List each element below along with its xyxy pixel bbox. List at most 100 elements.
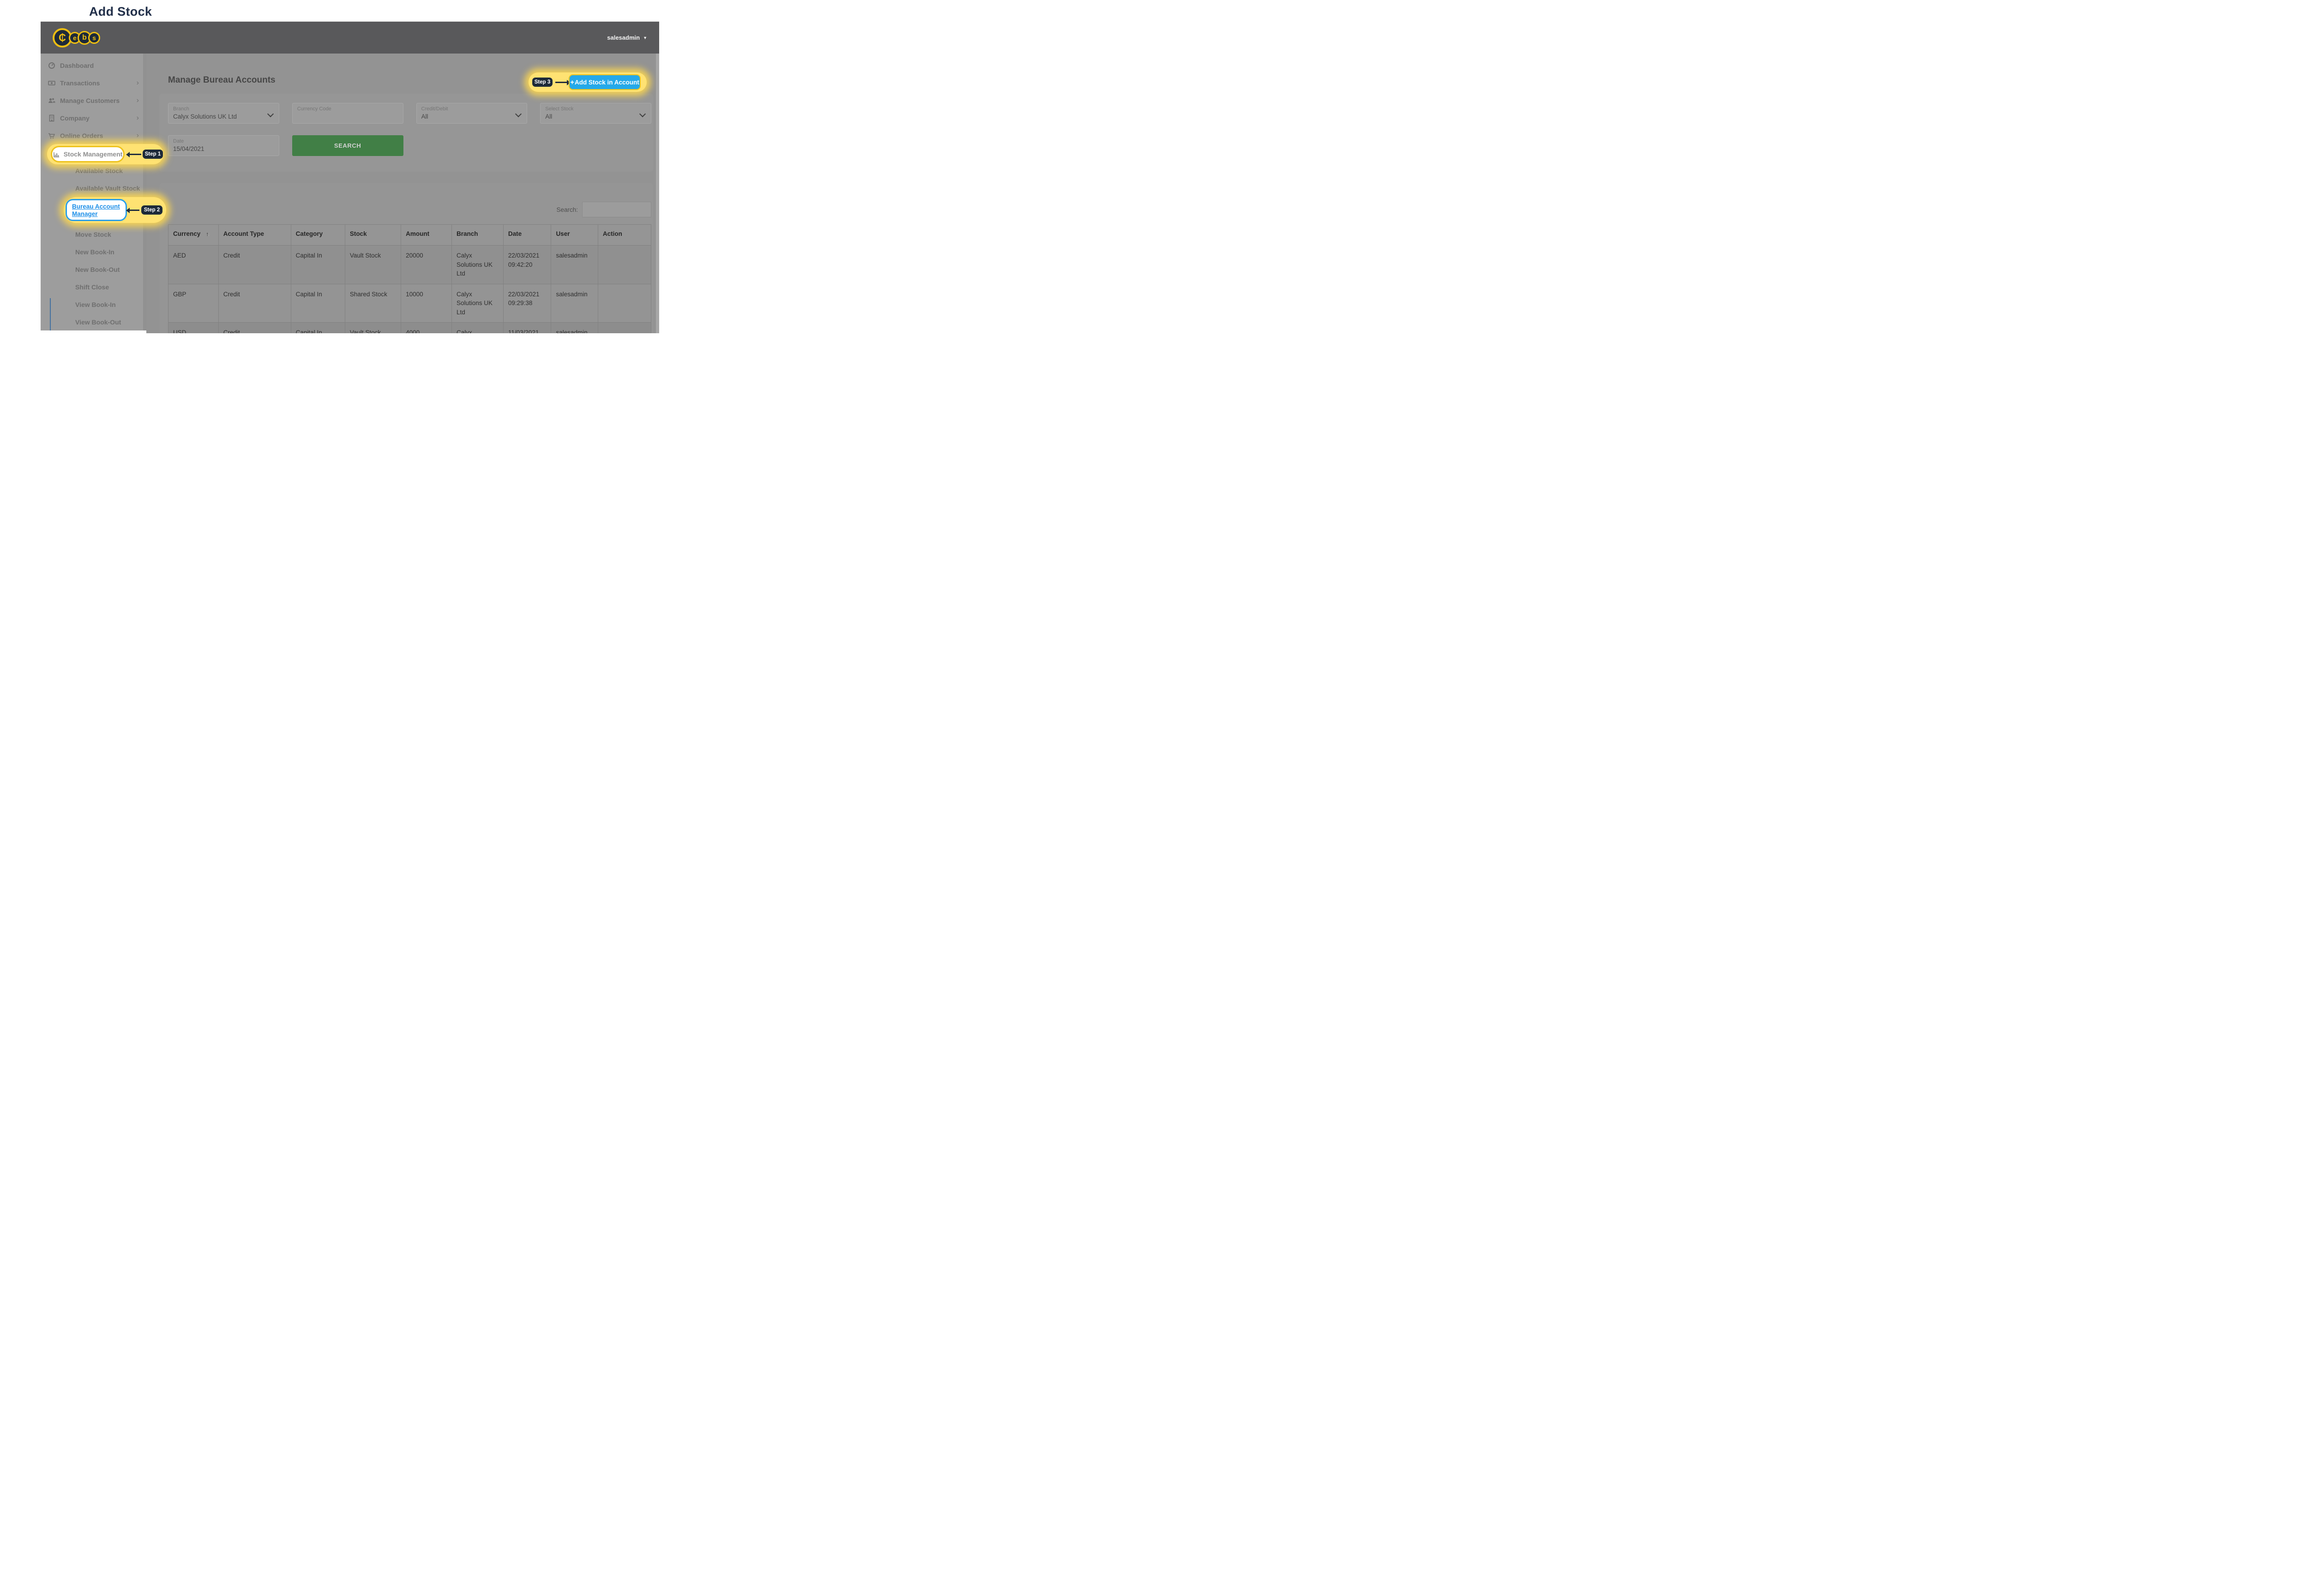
accounts-table: Currency ↑↓ Account Type Category Stock Amoun… bbox=[168, 224, 652, 333]
sidebar-subitem-move-stock[interactable]: Move Stock bbox=[75, 231, 111, 238]
app-header: ₵ e b s salesadmin ▼ bbox=[41, 22, 659, 54]
table-cell: 20000 bbox=[401, 245, 452, 284]
dashboard-icon bbox=[48, 62, 55, 69]
arrow-left-icon bbox=[126, 208, 139, 213]
table-row: GBP Credit Capital In Shared Stock 10000 Caly… bbox=[168, 283, 652, 323]
user-menu[interactable]: salesadmin ▼ bbox=[607, 34, 647, 41]
table-cell: Credit bbox=[218, 322, 291, 333]
step1-highlight: Stock Management Step 1 bbox=[47, 144, 163, 164]
chevron-right-icon: › bbox=[136, 96, 139, 104]
field-label: Select Stock bbox=[545, 106, 574, 112]
sidebar-item-online-orders[interactable]: Online Orders › bbox=[41, 127, 146, 144]
table-search-input[interactable] bbox=[582, 202, 651, 217]
logo-glyph: s bbox=[88, 31, 100, 44]
sidebar-item-manage-customers[interactable]: Manage Customers › bbox=[41, 92, 146, 109]
table-cell: Credit bbox=[218, 283, 291, 323]
page-scrollbar[interactable] bbox=[656, 54, 659, 333]
orders-icon bbox=[48, 132, 55, 139]
chevron-right-icon: › bbox=[136, 114, 139, 122]
sidebar-item-label: Online Orders bbox=[60, 132, 103, 139]
page-heading: Manage Bureau Accounts bbox=[168, 75, 276, 85]
active-item-indicator bbox=[50, 298, 51, 330]
table-cell: 4000 bbox=[401, 322, 452, 333]
table-cell: Capital In bbox=[290, 283, 345, 323]
sidebar-item-label: Manage Customers bbox=[60, 97, 120, 104]
caret-down-icon: ▼ bbox=[643, 35, 647, 40]
chevron-right-icon: › bbox=[136, 132, 139, 139]
field-label: Branch bbox=[173, 106, 189, 112]
step2-badge: Step 2 bbox=[141, 205, 162, 215]
sidebar-subitem-available-stock[interactable]: Available Stock bbox=[75, 167, 123, 174]
select-stock-field[interactable]: Select Stock All bbox=[540, 103, 651, 124]
sidebar-scrollbar[interactable] bbox=[143, 54, 146, 330]
branch-field[interactable]: Branch Calyx Solutions UK Ltd bbox=[168, 103, 279, 124]
sidebar-item-company[interactable]: Company › bbox=[41, 109, 146, 127]
search-button[interactable]: SEARCH bbox=[292, 135, 403, 156]
sidebar-item-stock-management-highlighted[interactable]: Stock Management bbox=[51, 146, 125, 162]
sidebar-subitem-view-book-in[interactable]: View Book-In bbox=[75, 301, 116, 308]
table-cell: Credit bbox=[218, 245, 291, 284]
table-cell: 22/03/2021 09:42:20 bbox=[503, 245, 552, 284]
table-cell: AED bbox=[168, 245, 219, 284]
table-cell: Calyx Solutions UK Ltd bbox=[451, 322, 504, 333]
table-cell: Capital In bbox=[290, 245, 345, 284]
field-value: All bbox=[421, 113, 428, 120]
column-header-currency[interactable]: Currency ↑↓ bbox=[168, 224, 219, 246]
table-cell: GBP bbox=[168, 283, 219, 323]
table-cell: 10000 bbox=[401, 283, 452, 323]
sidebar-item-bureau-account-manager-highlighted[interactable]: Bureau Account Manager bbox=[66, 199, 127, 221]
table-row: AED Credit Capital In Vault Stock 20000 Calyx… bbox=[168, 245, 652, 284]
sidebar-item-label: Transactions bbox=[60, 79, 100, 87]
step1-badge: Step 1 bbox=[143, 150, 163, 159]
column-header-amount[interactable]: Amount bbox=[401, 224, 452, 246]
column-header-stock[interactable]: Stock bbox=[344, 224, 402, 246]
field-label: Currency Code bbox=[297, 106, 331, 112]
date-field[interactable]: Date 15/04/2021 bbox=[168, 135, 279, 156]
currency-code-field[interactable]: Currency Code bbox=[292, 103, 403, 124]
column-header-category[interactable]: Category bbox=[290, 224, 345, 246]
column-header-user[interactable]: User bbox=[551, 224, 598, 246]
arrow-left-icon bbox=[126, 152, 141, 157]
sidebar-subitem-shift-close[interactable]: Shift Close bbox=[75, 283, 109, 291]
app-window: ₵ e b s salesadmin ▼ Dashboard Transactions ›… bbox=[41, 21, 659, 333]
table-cell: salesadmin bbox=[551, 283, 598, 323]
table-cell: Vault Stock bbox=[344, 245, 402, 284]
step2-highlight: Bureau Account Manager Step 2 bbox=[64, 197, 166, 223]
sidebar-subitem-available-vault-stock[interactable]: Available Vault Stock bbox=[75, 185, 140, 192]
table-search-label: Search: bbox=[556, 206, 578, 213]
sidebar-item-transactions[interactable]: Transactions › bbox=[41, 74, 146, 92]
step3-highlight: Step 3 + Add Stock in Account bbox=[529, 72, 647, 92]
stock-icon bbox=[53, 151, 60, 158]
sidebar-item-dashboard[interactable]: Dashboard bbox=[41, 57, 146, 74]
sidebar-item-label: Company bbox=[60, 114, 90, 122]
filter-panel: Branch Calyx Solutions UK Ltd Currency Cod… bbox=[159, 94, 653, 172]
table-cell bbox=[597, 322, 652, 333]
step3-badge: Step 3 bbox=[532, 78, 553, 87]
sort-icon: ↑↓ bbox=[206, 231, 210, 237]
sidebar-subitem-view-book-out[interactable]: View Book-Out bbox=[75, 318, 121, 326]
credit-debit-field[interactable]: Credit/Debit All bbox=[416, 103, 528, 124]
table-cell: salesadmin bbox=[551, 245, 598, 284]
cebs-logo[interactable]: ₵ e b s bbox=[53, 28, 100, 48]
chevron-right-icon: › bbox=[136, 79, 139, 87]
sidebar-subitem-new-book-out[interactable]: New Book-Out bbox=[75, 266, 120, 273]
column-header-account-type[interactable]: Account Type bbox=[218, 224, 291, 246]
table-cell: 22/03/2021 09:29:38 bbox=[503, 283, 552, 323]
add-stock-in-account-button[interactable]: + Add Stock in Account bbox=[569, 74, 641, 90]
table-cell: Capital In bbox=[290, 322, 345, 333]
table-cell: salesadmin bbox=[551, 322, 598, 333]
app-body: Dashboard Transactions › Manage Customers › C… bbox=[41, 54, 659, 333]
table-cell: Vault Stock bbox=[344, 322, 402, 333]
column-header-branch[interactable]: Branch bbox=[451, 224, 504, 246]
table-cell bbox=[597, 283, 652, 323]
table-cell: Shared Stock bbox=[344, 283, 402, 323]
field-value: All bbox=[545, 113, 553, 120]
column-header-date[interactable]: Date bbox=[503, 224, 552, 246]
table-cell: Calyx Solutions UK Ltd bbox=[451, 245, 504, 284]
sidebar-subitem-new-book-in[interactable]: New Book-In bbox=[75, 248, 114, 256]
table-row: USD Credit Capital In Vault Stock 4000 Calyx … bbox=[168, 322, 652, 333]
username: salesadmin bbox=[607, 34, 640, 41]
column-header-action[interactable]: Action bbox=[597, 224, 652, 246]
main-content: Manage Bureau Accounts Branch Calyx Solut… bbox=[146, 54, 656, 333]
plus-icon: + bbox=[570, 78, 574, 86]
